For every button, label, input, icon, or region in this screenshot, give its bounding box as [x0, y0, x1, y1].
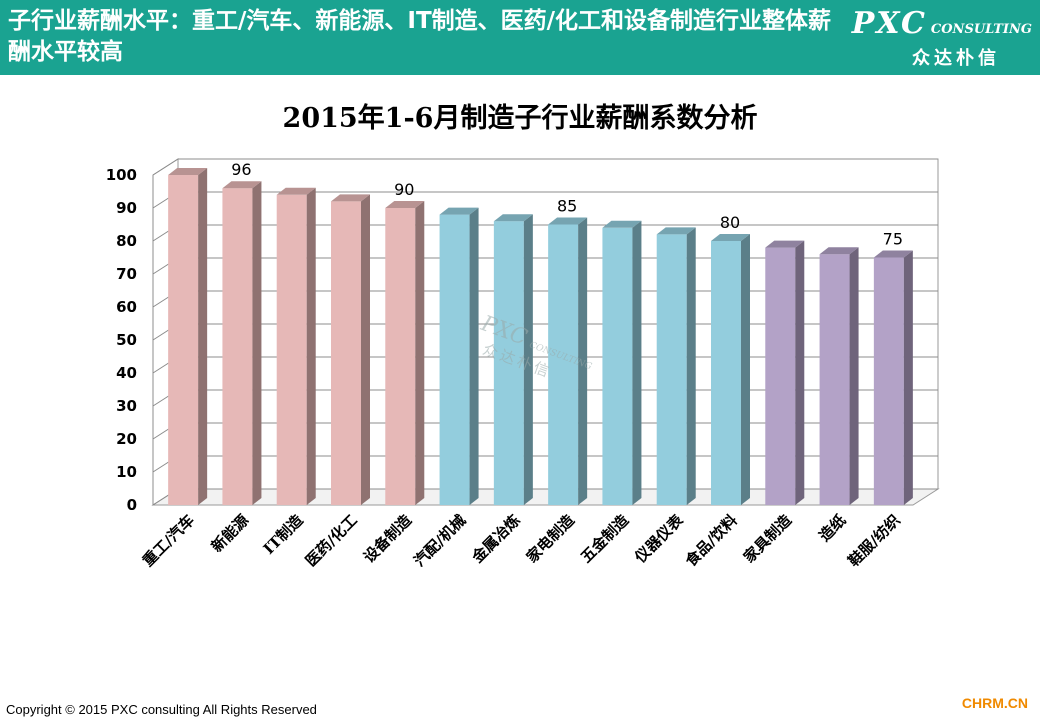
- bar-side: [795, 240, 805, 505]
- bar: [765, 247, 796, 505]
- bar: [168, 175, 199, 505]
- logo-main-text: PXC: [851, 6, 927, 41]
- y-tick-label: 90: [116, 199, 137, 217]
- bar: [276, 194, 307, 506]
- page-title: 子行业薪酬水平：重工/汽车、新能源、IT制造、医药/化工和设备制造行业整体薪酬水…: [8, 8, 832, 65]
- data-label: 85: [557, 197, 577, 216]
- x-category-label: 金属冶炼: [468, 511, 524, 567]
- gridline: [152, 158, 938, 176]
- y-tick-label: 10: [116, 463, 137, 481]
- bar-top: [168, 168, 208, 175]
- logo-consulting-text: CONSULTING: [930, 22, 1032, 37]
- x-category-label: 仪器仪表: [631, 510, 688, 567]
- bar: [873, 257, 904, 505]
- y-tick-label: 60: [116, 298, 137, 316]
- logo-chinese-text: 众达朴信: [912, 48, 1000, 69]
- bar: [331, 201, 361, 505]
- bar-side: [849, 247, 859, 505]
- bar-side: [198, 168, 208, 505]
- header-bar: 子行业薪酬水平：重工/汽车、新能源、IT制造、医药/化工和设备制造行业整体薪酬水…: [0, 0, 1040, 75]
- y-tick-label: 20: [116, 430, 137, 448]
- bar-top: [711, 234, 750, 241]
- bar-chart: 0 10 20 30 40 50 60 70 80 90 100 重工/汽车 96 新能源 IT制造医药/化…: [106, 158, 940, 570]
- y-tick-label: 80: [116, 232, 137, 250]
- x-category-label: 新能源: [208, 511, 253, 556]
- data-label: 90: [394, 180, 414, 199]
- bar-top: [656, 227, 696, 235]
- bar-top: [548, 217, 588, 225]
- chart-title: 2015年1-6月制造子行业薪酬系数分析: [282, 103, 758, 134]
- bar: [819, 254, 850, 505]
- y-tick-label: 70: [116, 265, 137, 283]
- bar-top: [276, 187, 316, 195]
- x-category-label: 鞋服/纺织: [845, 511, 904, 570]
- bar-side: [523, 214, 533, 505]
- bar-side: [741, 234, 750, 505]
- y-tick-label: 30: [116, 397, 137, 415]
- x-category-label: 家电制造: [523, 511, 578, 566]
- bar-side: [632, 220, 642, 506]
- bar: [602, 227, 633, 506]
- x-category-label: 医药/化工: [302, 511, 361, 570]
- y-tick-label: 0: [127, 496, 137, 514]
- bar-side: [306, 187, 316, 506]
- copyright-text: Copyright © 2015 PXC consulting All Righ…: [6, 702, 317, 717]
- bar-top: [439, 207, 479, 215]
- data-label: 75: [883, 230, 903, 249]
- bar: [656, 234, 687, 505]
- bar-side: [686, 227, 696, 505]
- bar-side: [578, 217, 588, 505]
- bar: [222, 188, 253, 505]
- logo: PXC CONSULTING: [852, 6, 1032, 41]
- bar: [493, 221, 524, 505]
- bar-top: [602, 220, 642, 228]
- x-category-label: 家具制造: [740, 511, 795, 566]
- bar-side: [903, 250, 913, 505]
- bar-top: [331, 194, 370, 202]
- x-category-label: 食品/饮料: [682, 511, 741, 570]
- data-label: 96: [231, 160, 251, 179]
- bar-side: [415, 201, 425, 505]
- y-tick-label: 50: [116, 331, 137, 349]
- x-category-label: 设备制造: [360, 511, 415, 566]
- bar-top: [765, 240, 805, 248]
- bar-top: [493, 214, 533, 222]
- bar: [439, 214, 470, 505]
- bar-top: [819, 247, 859, 255]
- y-tick-label: 40: [116, 364, 137, 382]
- data-label: 80: [720, 213, 740, 232]
- bar-top: [873, 250, 913, 258]
- bar-side: [361, 194, 370, 505]
- site-mark: CHRM.CN: [961, 695, 1028, 711]
- x-category-label: 重工/汽车: [139, 511, 198, 570]
- x-category-label: 造纸: [815, 511, 849, 545]
- x-category-label: 汽配/机械: [410, 511, 469, 570]
- bar-side: [469, 207, 479, 505]
- bar: [548, 224, 579, 505]
- y-tick-label: 100: [106, 166, 137, 184]
- bar-top: [222, 181, 262, 189]
- bar-side: [252, 181, 262, 505]
- bar: [711, 241, 741, 505]
- bar-top: [385, 201, 425, 208]
- bar: [385, 208, 416, 505]
- x-category-label: 五金制造: [577, 511, 632, 566]
- x-category-label: IT制造: [260, 511, 307, 558]
